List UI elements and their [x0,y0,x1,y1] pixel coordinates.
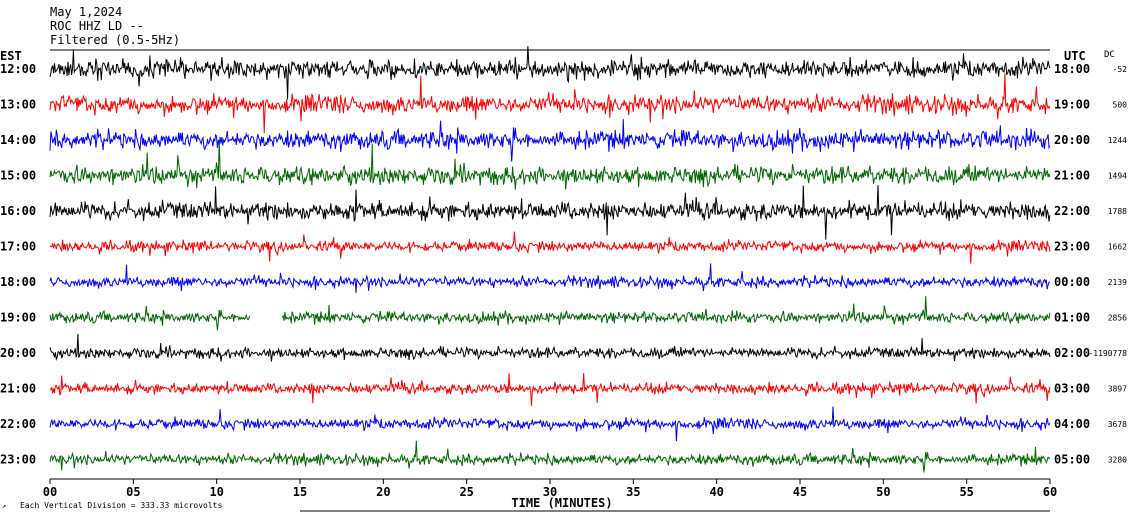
x-tick-label-9: 45 [793,485,807,499]
est-label-5: 17:00 [0,240,36,254]
est-label-0: 12:00 [0,62,36,76]
header-date: May 1,2024 [50,5,122,19]
x-tick-label-6: 30 [543,485,557,499]
x-tick-group: 00 05 10 15 20 25 30 35 40 45 50 55 60 [43,479,1057,499]
trace-row-7 [49,296,1051,331]
utc-label-4: 22:00 [1054,204,1090,218]
est-label-8: 20:00 [0,346,36,360]
est-label-3: 15:00 [0,169,36,183]
dc-label: DC [1104,50,1115,60]
dc-value-2: 1244 [1108,136,1127,145]
utc-label-7: 01:00 [1054,311,1090,325]
x-tick-label-11: 55 [959,485,973,499]
est-label-4: 16:00 [0,204,36,218]
trace-row-8 [49,333,1051,362]
est-label-9: 21:00 [0,382,36,396]
est-label-7: 19:00 [0,311,36,325]
x-tick-label-3: 15 [293,485,307,499]
x-tick-label-7: 35 [626,485,640,499]
dc-value-3: 1494 [1108,172,1127,181]
trace-row-1 [49,73,1051,134]
x-tick-label-0: 00 [43,485,57,499]
trace-group [49,46,1051,473]
est-label-1: 13:00 [0,98,36,112]
header-filter: Filtered (0.5-5Hz) [50,33,180,47]
dc-value-11: 3280 [1108,456,1127,465]
dc-value-0: -52 [1113,65,1128,74]
right-axis-label: UTC [1064,49,1086,63]
utc-label-0: 18:00 [1054,62,1090,76]
utc-label-10: 04:00 [1054,417,1090,431]
dc-value-10: 3678 [1108,420,1127,429]
utc-label-3: 21:00 [1054,169,1090,183]
est-label-11: 23:00 [0,453,36,467]
dc-value-9: 3897 [1108,385,1127,394]
trace-row-4 [49,185,1051,240]
trace-row-10 [49,406,1051,442]
dc-value-8: -1190778 [1088,349,1127,358]
dc-value-5: 1662 [1108,243,1127,252]
est-label-6: 18:00 [0,275,36,289]
utc-label-9: 03:00 [1054,382,1090,396]
utc-label-5: 23:00 [1054,240,1090,254]
dc-value-6: 2139 [1108,278,1127,287]
dc-value-4: 1788 [1108,207,1127,216]
x-tick-label-4: 20 [376,485,390,499]
x-tick-label-10: 50 [876,485,890,499]
utc-label-8: 02:00 [1054,346,1090,360]
x-tick-label-2: 10 [209,485,223,499]
dc-value-1: 500 [1113,101,1128,110]
utc-label-1: 19:00 [1054,98,1090,112]
header-station: ROC HHZ LD -- [50,19,144,33]
x-tick-label-12: 60 [1043,485,1057,499]
left-axis-label: EST [0,49,22,63]
x-tick-label-5: 25 [459,485,473,499]
trace-row-9 [49,372,1051,406]
utc-label-6: 00:00 [1054,275,1090,289]
row-label-group: 12:00 18:00 -52 13:00 19:00 500 14:00 20:00 1244… [0,62,1127,467]
utc-label-2: 20:00 [1054,133,1090,147]
utc-label-11: 05:00 [1054,453,1090,467]
x-tick-label-8: 40 [709,485,723,499]
trace-row-5 [49,231,1051,264]
est-label-10: 22:00 [0,417,36,431]
trace-row-0 [49,46,1051,100]
dc-value-7: 2856 [1108,314,1127,323]
scale-note: Each Vertical Division = 333.33 microvol… [20,501,222,510]
trace-row-11 [49,440,1051,473]
trace-row-6 [49,263,1050,293]
trace-row-2 [49,119,1051,162]
x-axis-title: TIME (MINUTES) [511,496,612,510]
x-tick-label-1: 05 [126,485,140,499]
scale-note-icon: ↗ [2,502,6,510]
trace-row-3 [49,140,1051,190]
est-label-2: 14:00 [0,133,36,147]
